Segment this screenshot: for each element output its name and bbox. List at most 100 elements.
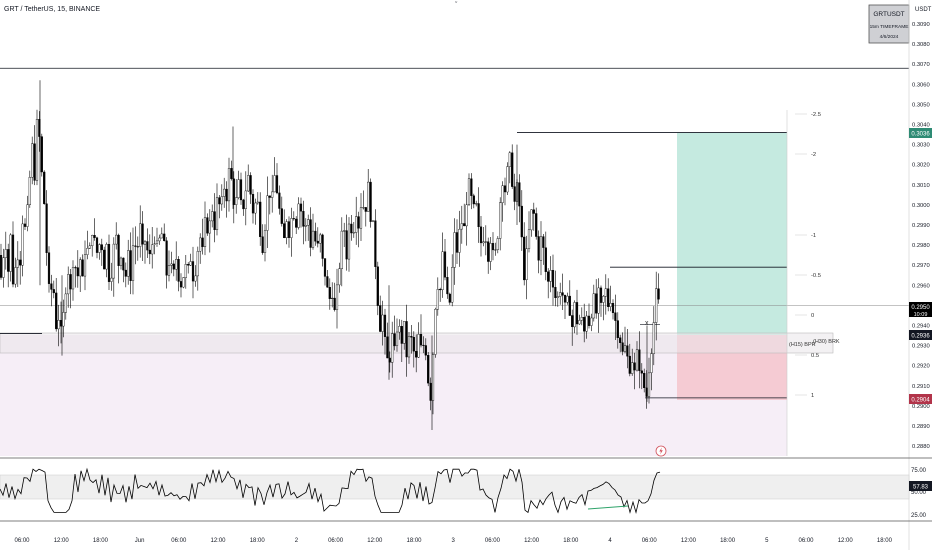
candle	[455, 219, 459, 264]
price-tick: 0.2990	[912, 223, 930, 229]
candle	[465, 192, 468, 246]
candle	[76, 250, 79, 288]
candle	[364, 207, 367, 227]
candle	[566, 292, 569, 305]
candle	[489, 237, 492, 271]
candle	[215, 183, 219, 236]
candle	[477, 187, 480, 243]
candle	[275, 163, 279, 195]
candle	[112, 237, 115, 297]
price-tick: 0.2940	[912, 324, 930, 330]
candle	[496, 236, 499, 254]
candle	[585, 311, 588, 339]
lightning-icon[interactable]	[655, 445, 667, 457]
candle	[11, 221, 15, 288]
candle	[614, 294, 617, 340]
candle	[369, 178, 372, 228]
bpr-label: (H15) BPR	[789, 342, 816, 348]
candle	[165, 237, 168, 289]
candle	[436, 277, 439, 316]
candle	[256, 192, 259, 205]
candle	[379, 295, 382, 333]
candle	[225, 181, 228, 218]
candle	[83, 240, 87, 291]
time-label: 5	[765, 538, 769, 544]
candle	[623, 326, 627, 354]
candle	[628, 343, 631, 377]
last-price-tag: 0.2950 10:09	[909, 302, 932, 318]
candle	[247, 164, 250, 192]
candle	[371, 220, 375, 223]
candle	[0, 243, 3, 280]
candle	[544, 231, 547, 281]
candle	[616, 312, 619, 349]
candle	[314, 222, 317, 246]
candle	[451, 254, 454, 307]
info-box-timeframe: 15m TIMEFRAME	[870, 24, 909, 30]
candle	[21, 215, 24, 277]
candle	[645, 370, 648, 409]
time-axis[interactable]: 06:00 12:00 18:00 Jun 06:00 12:00 18:00 2 06:00 1…	[14, 538, 892, 544]
candle	[539, 221, 543, 276]
currency-label: USDT	[915, 7, 932, 13]
candle	[537, 230, 540, 274]
rsi-tick-75: 75.00	[911, 468, 927, 474]
candle	[621, 332, 624, 356]
rsi-pane[interactable]	[0, 467, 910, 514]
time-label: 18:00	[250, 538, 266, 544]
price-tick: 0.3010	[912, 183, 930, 189]
candle	[79, 257, 82, 292]
info-box: GRTUSDT 15m TIMEFRAME 4/6/2024	[868, 4, 910, 44]
candle	[160, 227, 163, 239]
price-tick: 0.3020	[912, 163, 930, 169]
candle	[218, 195, 221, 219]
time-label: 12:00	[524, 538, 540, 544]
rsi-value: 57.83	[913, 485, 929, 491]
candle	[602, 295, 605, 321]
candle	[81, 254, 84, 277]
symbol-title[interactable]: GRT / TetherUS, 15, BINANCE	[4, 6, 100, 13]
time-label: 06:00	[798, 538, 814, 544]
candle	[9, 233, 12, 282]
candle	[47, 246, 51, 293]
candle	[321, 233, 324, 267]
candle	[170, 251, 173, 274]
candle	[167, 250, 171, 282]
candle	[316, 227, 319, 248]
candle	[191, 246, 195, 299]
candle	[331, 282, 334, 308]
candle	[580, 307, 583, 326]
candle	[208, 209, 211, 253]
time-label: 06:00	[328, 538, 344, 544]
candle	[64, 287, 67, 320]
candle	[355, 196, 358, 245]
time-label: 18:00	[877, 538, 893, 544]
candle	[259, 192, 262, 246]
info-box-date: 4/6/2024	[880, 34, 899, 40]
candle	[323, 258, 327, 286]
candle	[319, 232, 322, 253]
candle	[568, 280, 571, 316]
level-lines	[0, 67, 909, 399]
candle	[530, 209, 533, 237]
candle	[571, 309, 574, 346]
price-axis[interactable]: 0.3090 0.3080 0.3070 0.3060 0.3050 0.3040 0.30…	[912, 22, 930, 450]
price-tick: 0.3060	[912, 82, 930, 88]
candle	[338, 262, 341, 293]
candle	[31, 136, 34, 185]
time-label: 18:00	[93, 538, 109, 544]
candle	[551, 254, 555, 306]
candle	[62, 299, 65, 338]
candle	[261, 224, 264, 255]
candle	[508, 151, 511, 184]
candle	[609, 285, 612, 312]
candle	[67, 266, 70, 308]
countdown-value: 10:09	[914, 312, 928, 318]
candle	[266, 176, 269, 248]
candle	[592, 284, 595, 322]
candle	[179, 273, 183, 298]
candle	[633, 352, 636, 390]
candle	[350, 215, 353, 241]
time-label: 06:00	[14, 538, 30, 544]
